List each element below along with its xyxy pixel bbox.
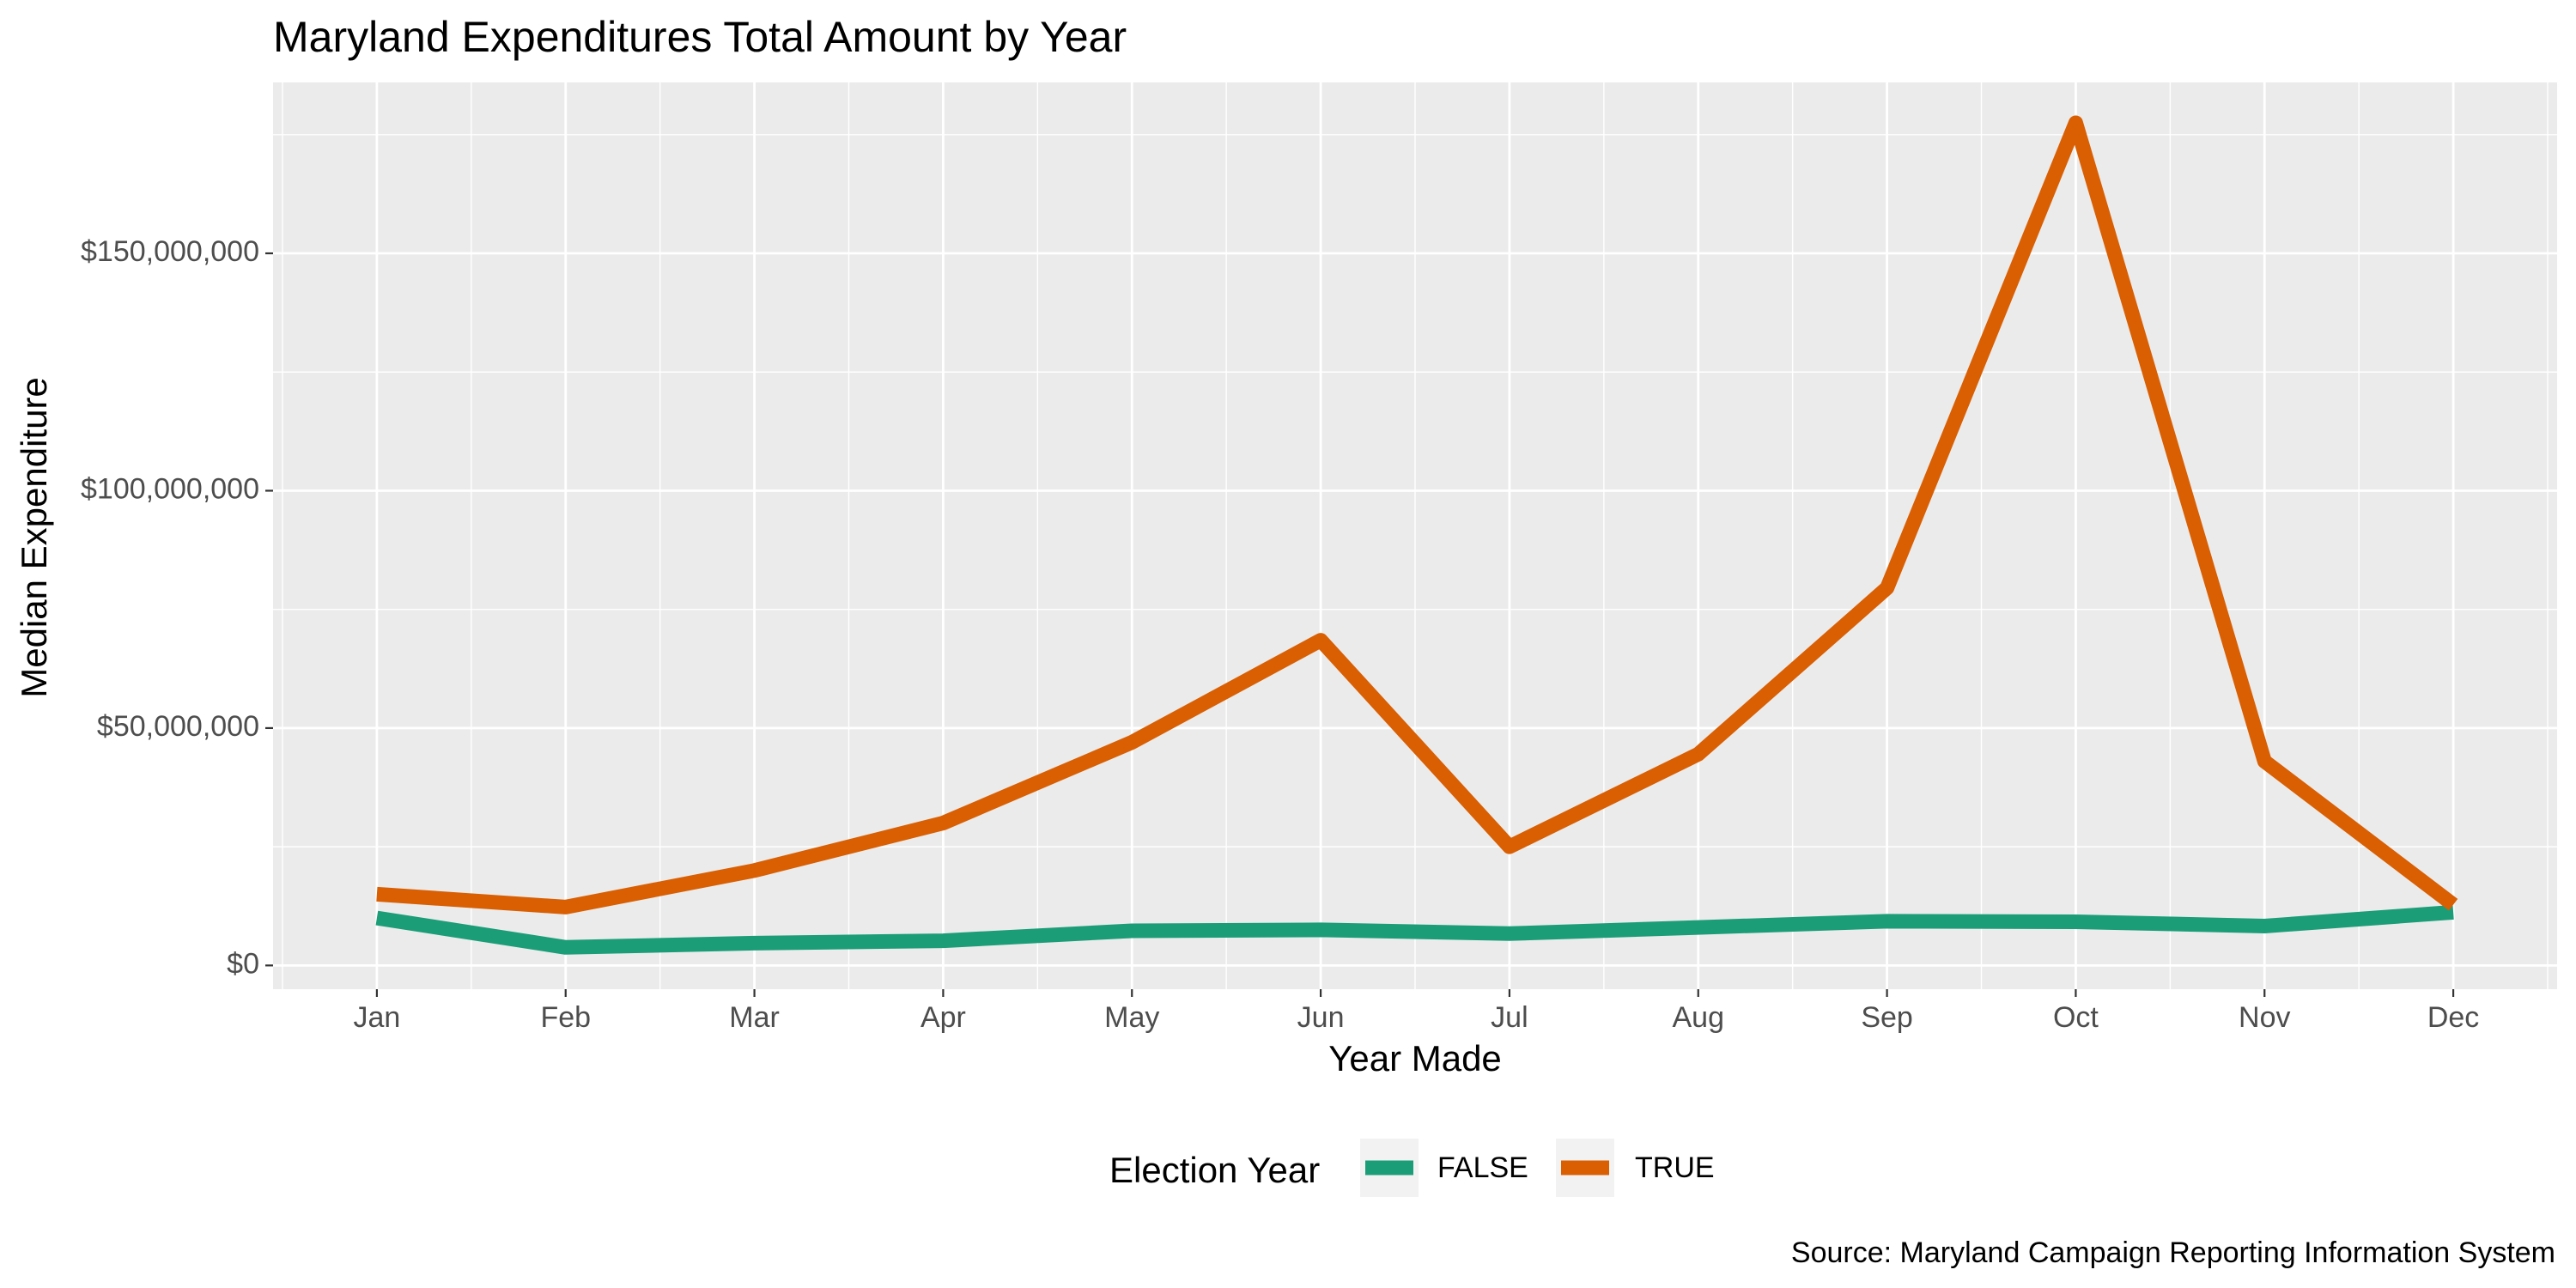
y-tick-label: $0 <box>227 947 259 980</box>
x-tick-label: Feb <box>540 1001 591 1034</box>
series-lines <box>375 115 2458 955</box>
x-tick-label: Mar <box>729 1001 780 1034</box>
x-tick-label: Jul <box>1491 1001 1528 1034</box>
x-tick-label: Sep <box>1861 1001 1913 1034</box>
series-line-true <box>376 115 2458 914</box>
y-tick-label: $50,000,000 <box>97 710 259 743</box>
major-gridlines <box>273 82 2557 989</box>
x-tick-label: Apr <box>920 1001 966 1034</box>
y-tick-label: $150,000,000 <box>81 235 259 268</box>
y-axis: $0 $50,000,000 $100,000,000 $150,000,000 <box>81 235 273 980</box>
x-tick-label: Aug <box>1673 1001 1725 1034</box>
x-axis-title: Year Made <box>1328 1038 1502 1078</box>
chart-title: Maryland Expenditures Total Amount by Ye… <box>273 13 1127 61</box>
minor-gridlines <box>273 82 2557 989</box>
x-tick-label: Jun <box>1297 1001 1345 1034</box>
x-tick-label: Oct <box>2053 1001 2099 1034</box>
x-tick-label: Jan <box>353 1001 400 1034</box>
series-line-false <box>375 904 2454 955</box>
y-axis-title: Median Expenditure <box>14 377 54 698</box>
x-tick-label: Nov <box>2239 1001 2290 1034</box>
x-tick-label: May <box>1104 1001 1159 1034</box>
source-caption: Source: Maryland Campaign Reporting Info… <box>1791 1236 2555 1269</box>
legend-label-true: TRUE <box>1635 1151 1715 1184</box>
x-tick-label: Dec <box>2427 1001 2479 1034</box>
x-axis: Jan Feb Mar Apr May Jun Jul Aug Sep Oct Nov Dec <box>353 989 2479 1034</box>
y-tick-label: $100,000,000 <box>81 472 259 505</box>
legend-title: Election Year <box>1109 1150 1320 1190</box>
legend-label-false: FALSE <box>1437 1151 1528 1184</box>
legend: Election Year FALSE TRUE <box>1109 1139 1715 1197</box>
